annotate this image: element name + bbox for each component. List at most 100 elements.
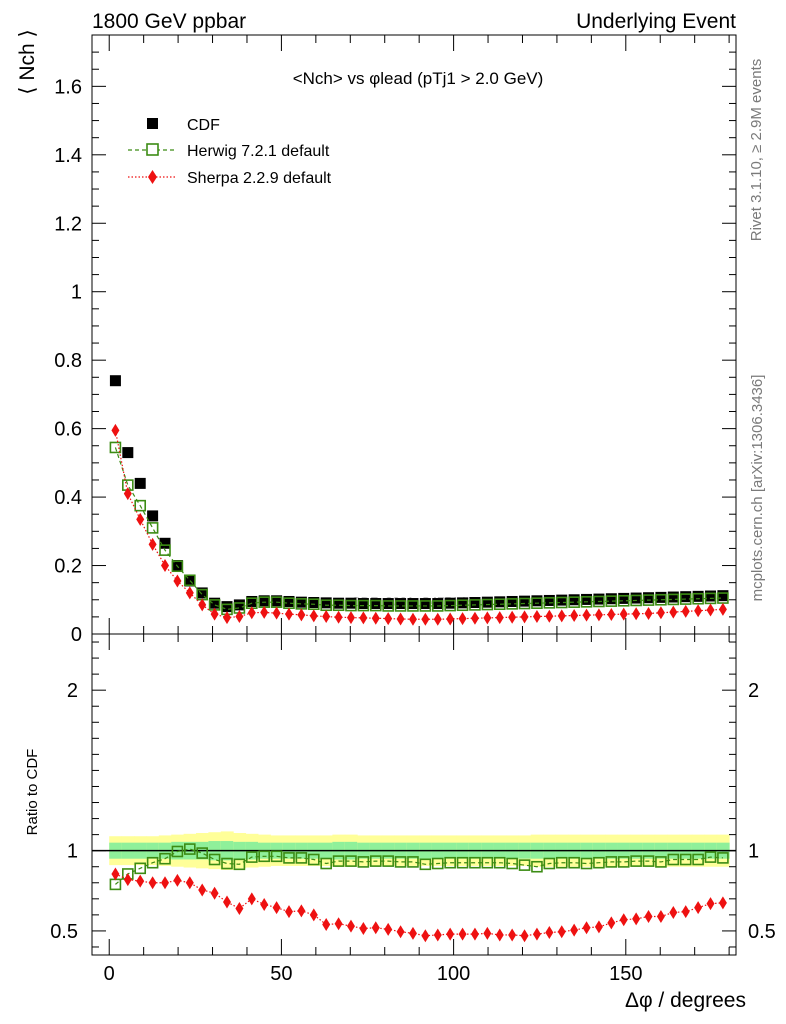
cdf-data-point [469,597,481,609]
herwig-point [369,599,382,612]
sherpa-point [247,892,256,906]
cdf-data-point [233,599,245,611]
sherpa-point [297,904,306,918]
sherpa-point [632,912,641,926]
herwig-point [469,599,481,611]
ratio-y-tick-label: 1 [67,841,78,863]
cdf-data-point [630,592,642,604]
main-panel: CDF_2001_S4751469 00.20.40.60.811.21.41.… [16,29,737,646]
sherpa-point [173,574,182,588]
cdf-data-point [692,590,704,602]
main-y-axis-label: ⟨ Nch ⟩ [16,29,39,94]
herwig-point [469,856,481,869]
herwig-point [233,858,246,871]
sherpa-point [644,909,653,923]
herwig-point [283,852,295,864]
herwig-point [171,845,184,858]
main-y-tick-label: 1.2 [54,213,82,235]
sherpa-point [470,611,479,625]
herwig-point [481,856,494,869]
main-y-tick-label: 0 [71,624,82,646]
cdf-data-point [506,595,518,607]
main-series-layer [109,375,729,626]
sherpa-point [718,602,727,616]
ratio-y-axis-label: Ratio to CDF [24,749,41,836]
sherpa-point [148,876,157,890]
sherpa-point [483,611,492,625]
cdf-data-point [593,593,605,605]
sherpa-series-line [115,873,723,937]
sherpa-point [520,610,529,624]
herwig-point [655,593,667,606]
sherpa-point [470,927,479,941]
x-tick-label: 150 [609,963,642,985]
cdf-data-point [134,477,146,489]
legend-marker-cdf [147,118,158,129]
sherpa-point [322,610,331,624]
sherpa-point [408,926,417,940]
sherpa-point [322,918,331,932]
legend-marker-sherpa [148,170,157,184]
sherpa-point [545,926,554,940]
ratio-y-tick-label-right: 0.5 [748,921,776,943]
herwig-point [617,856,630,868]
main-y-tick-label: 0.2 [54,556,82,578]
cdf-data-point [221,601,233,613]
herwig-point [642,594,655,606]
cdf-data-point [209,597,221,609]
sherpa-point [582,921,591,935]
cdf-data-point [147,510,159,522]
sherpa-point [632,607,641,621]
ratio-y-tick-label: 2 [67,680,78,702]
sherpa-point [421,612,430,626]
ratio-panel: 0.5 0.5 1 1 2 2 0 50 100 150 Ratio to CDF Δφ / de… [24,633,776,1012]
legend: CDF Herwig 7.2.1 default Sherpa 2.2.9 de… [128,117,332,187]
sherpa-point [681,604,690,618]
cdf-data-point [432,598,444,610]
sherpa-point [508,610,517,624]
herwig-point [481,598,494,611]
herwig-point [394,600,407,612]
sherpa-point [260,897,269,911]
herwig-point [394,856,407,868]
sherpa-point [570,923,579,937]
herwig-point [382,855,394,867]
herwig-point [493,856,506,869]
main-axis-ticks: 0 0.2 0.4 0.6 0.8 1 1.2 1.4 1.6 [54,35,736,646]
sherpa-point [594,608,603,622]
mcplots-label: mcplots.cern.ch [arXiv:1306.3436] [749,375,766,602]
main-chart-title: <Nch> vs φlead (pTj1 > 2.0 GeV) [293,69,544,88]
cdf-data-point [667,591,679,603]
sherpa-point [371,611,380,625]
herwig-point [605,856,618,868]
herwig-point [605,595,618,607]
herwig-point [419,858,432,871]
herwig-point [295,852,308,864]
sherpa-point [607,916,616,930]
sherpa-point [557,609,566,623]
cdf-data-point [519,595,531,607]
herwig-point [270,850,283,863]
herwig-point [531,597,543,609]
herwig-series-line [115,848,723,885]
herwig-point [679,853,692,866]
cdf-data-point [382,598,394,610]
herwig-point [332,855,345,867]
herwig-point [593,595,605,608]
sherpa-point [508,928,517,942]
herwig-point [593,856,605,869]
herwig-point [345,855,357,867]
ratio-series-layer [109,843,729,943]
herwig-point [717,852,729,864]
sherpa-point [161,559,170,573]
sherpa-point [483,926,492,940]
sherpa-point [235,610,244,624]
sherpa-point [173,873,182,887]
sherpa-point [718,896,727,910]
sherpa-point [495,928,504,942]
sherpa-point [359,922,368,936]
sherpa-point [594,920,603,934]
sherpa-point [446,612,455,626]
sherpa-point [297,608,306,622]
cdf-data-point [345,597,357,609]
